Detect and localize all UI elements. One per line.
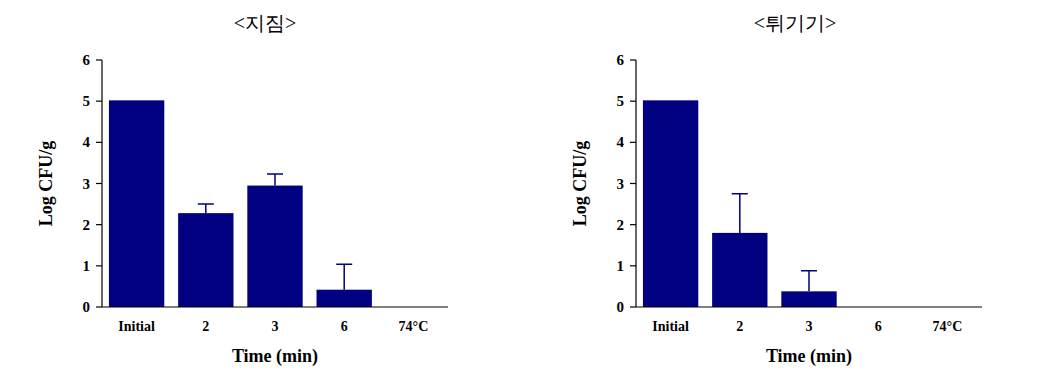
y-tick [96, 101, 102, 102]
x-axis [636, 306, 982, 307]
y-tick [96, 306, 102, 307]
y-tick [96, 183, 102, 184]
x-tick-label: 3 [806, 319, 813, 334]
y-tick [630, 265, 636, 266]
x-axis [102, 306, 448, 307]
bar [178, 213, 233, 307]
error-bar [198, 204, 214, 213]
error-bar [801, 271, 817, 292]
y-tick-label: 4 [617, 134, 625, 150]
x-tick-label: 74°C [933, 319, 963, 334]
x-tick-label: 2 [736, 319, 743, 334]
bar [643, 100, 698, 307]
chart: <지짐> 0 1 2 3 4 5 6 Initial 2 3 6 74°C Time (min) Log C… [36, 12, 448, 367]
y-tick-label: 2 [83, 217, 91, 233]
y-axis-label: Log CFU/g [570, 141, 590, 227]
y-tick [96, 224, 102, 225]
y-axis-label: Log CFU/g [36, 141, 56, 227]
x-tick-label: 74°C [399, 319, 429, 334]
bar [247, 186, 302, 307]
y-tick [96, 265, 102, 266]
figure: <지짐> 0 1 2 3 4 5 6 Initial 2 3 6 74°C Time (min) Log C… [0, 0, 1062, 378]
y-tick-label: 2 [617, 217, 625, 233]
x-tick-label: 2 [202, 319, 209, 334]
y-tick-label: 0 [83, 299, 91, 315]
y-tick-label: 3 [83, 176, 91, 192]
bar [712, 233, 767, 307]
bar [109, 100, 164, 307]
y-tick-label: 5 [617, 93, 625, 109]
y-tick [630, 59, 636, 60]
y-tick [630, 306, 636, 307]
y-tick-label: 1 [617, 258, 625, 274]
y-tick-label: 6 [617, 52, 625, 68]
x-tick-label: 6 [341, 319, 348, 334]
chart-title: <튀기기> [754, 12, 837, 34]
error-bar [732, 194, 748, 233]
y-tick-label: 1 [83, 258, 91, 274]
bar [781, 291, 836, 307]
y-tick-label: 0 [617, 299, 625, 315]
y-tick [630, 101, 636, 102]
error-bar [336, 264, 352, 290]
y-tick [630, 224, 636, 225]
plot-area [109, 100, 372, 307]
plot-area [643, 100, 837, 307]
x-tick-label: 6 [875, 319, 882, 334]
x-tick-label: Initial [652, 319, 689, 334]
x-axis-label: Time (min) [766, 346, 852, 367]
y-tick-label: 5 [83, 93, 91, 109]
chart-title: <지짐> [234, 12, 297, 34]
x-tick-label: Initial [118, 319, 155, 334]
x-tick-label: 3 [272, 319, 279, 334]
error-bar [267, 174, 283, 186]
y-tick [96, 59, 102, 60]
y-tick-label: 3 [617, 176, 625, 192]
bar [317, 290, 372, 307]
y-tick [630, 183, 636, 184]
chart: <튀기기> 0 1 2 3 4 5 6 Initial 2 3 6 74°C Time (min) Log … [570, 12, 982, 367]
y-tick-label: 4 [83, 134, 91, 150]
x-axis-label: Time (min) [232, 346, 318, 367]
y-tick [96, 142, 102, 143]
y-tick-label: 6 [83, 52, 91, 68]
y-tick [630, 142, 636, 143]
